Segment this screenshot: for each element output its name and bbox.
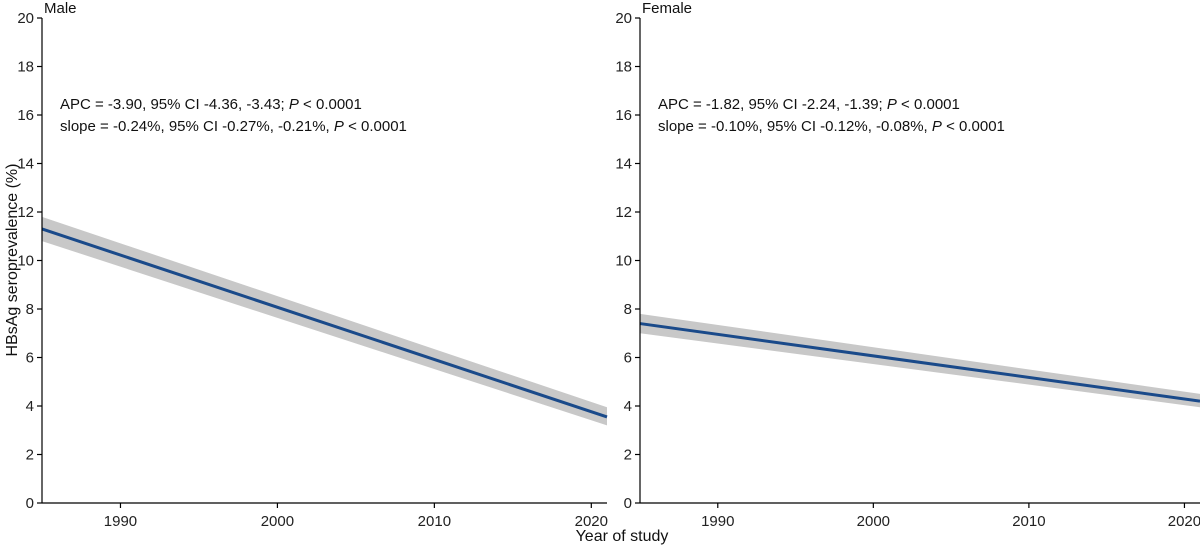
x-tick-label: 2020	[575, 513, 608, 530]
y-tick-label: 16	[615, 107, 632, 124]
y-tick-label: 4	[624, 398, 632, 415]
x-tick-label: 1990	[104, 513, 137, 530]
x-tick-label: 2020	[1168, 513, 1200, 530]
x-tick-label: 1990	[701, 513, 734, 530]
y-axis-title: HBsAg seroprevalence (%)	[4, 164, 21, 357]
y-tick-label: 16	[17, 107, 34, 124]
y-tick-label: 10	[615, 253, 632, 270]
y-tick-label: 18	[615, 59, 632, 76]
stat-annotation: slope = -0.10%, 95% CI -0.12%, -0.08%, P…	[658, 118, 1005, 135]
panel-title: Female	[642, 0, 692, 17]
panel-male: 0 2 4 6 8 10 12 14 16 18 20 1990 2000 2010 2020 Male APC…	[17, 0, 608, 530]
stat-annotation: APC = -3.90, 95% CI -4.36, -3.43; P < 0.…	[60, 96, 362, 113]
y-tick-label: 0	[26, 495, 34, 512]
fit-line-0	[639, 322, 1200, 403]
y-tick-label: 8	[624, 301, 632, 318]
y-tick-label: 20	[17, 10, 34, 27]
y-tick-label: 2	[624, 447, 632, 464]
y-tick-label: 18	[17, 59, 34, 76]
x-tick-label: 2000	[261, 513, 294, 530]
x-tick-label: 2010	[1012, 513, 1045, 530]
y-tick-label: 12	[615, 204, 632, 221]
stat-annotation: APC = -1.82, 95% CI -2.24, -1.39; P < 0.…	[658, 96, 960, 113]
y-tick-label: 6	[624, 350, 632, 367]
y-tick-label: 2	[26, 447, 34, 464]
x-tick-label: 2000	[857, 513, 890, 530]
ci-band-0	[640, 313, 1200, 408]
y-tick-label: 0	[624, 495, 632, 512]
x-tick-label: 2010	[418, 513, 451, 530]
y-tick-label: 20	[615, 10, 632, 27]
y-tick-label: 10	[17, 253, 34, 270]
fit-line-0	[41, 227, 608, 419]
stat-annotation: slope = -0.24%, 95% CI -0.27%, -0.21%, P…	[60, 118, 407, 135]
panel-female: 0 2 4 6 8 10 12 14 16 18 20 1990 2000 2010 2020 Female A…	[615, 0, 1200, 530]
x-axis-title: Year of study	[576, 528, 669, 545]
y-tick-label: 12	[17, 204, 34, 221]
y-tick-label: 8	[26, 301, 34, 318]
y-tick-label: 4	[26, 398, 34, 415]
ci-band-0	[42, 216, 607, 426]
panel-title: Male	[44, 0, 77, 17]
y-tick-label: 6	[26, 350, 34, 367]
y-tick-label: 14	[17, 156, 34, 173]
y-tick-label: 14	[615, 156, 632, 173]
